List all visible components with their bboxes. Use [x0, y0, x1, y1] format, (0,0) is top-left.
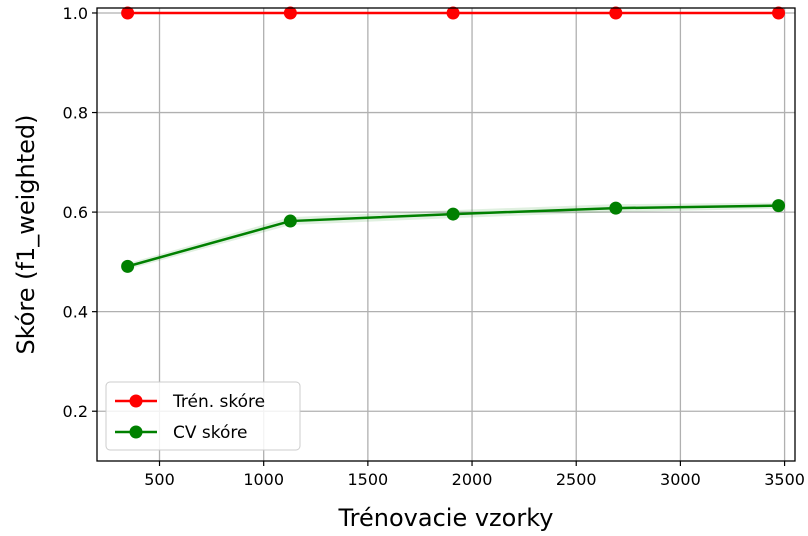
legend-label: Trén. skóre — [172, 392, 265, 412]
x-tick-label: 3500 — [764, 470, 805, 489]
x-tick-label: 1000 — [243, 470, 284, 489]
legend-swatch-marker — [129, 425, 143, 439]
x-tick-label: 2500 — [556, 470, 597, 489]
data-point — [121, 6, 135, 20]
x-tick-label: 500 — [144, 470, 175, 489]
data-point — [283, 214, 297, 228]
y-tick-label: 1.0 — [63, 4, 88, 23]
y-tick-label: 0.8 — [63, 104, 88, 123]
axis-ticks: 500 1000 1500 2000 2500 3000 3500 0.2 0.4 0.6 0.8 1… — [63, 4, 805, 489]
x-axis-title: Trénovacie vzorky — [338, 504, 554, 532]
series — [121, 6, 786, 273]
data-point — [609, 201, 623, 215]
data-point — [446, 207, 460, 221]
data-point — [772, 199, 786, 213]
data-point — [283, 6, 297, 20]
plot-frame — [96, 7, 796, 462]
data-point — [609, 6, 623, 20]
legend-swatch-marker — [129, 394, 143, 408]
data-point — [121, 259, 135, 273]
y-axis-title: Skóre (f1_weighted) — [12, 114, 40, 354]
data-point — [446, 6, 460, 20]
x-tick-label: 2000 — [452, 470, 493, 489]
legend-label: CV skóre — [173, 423, 247, 443]
y-tick-label: 0.4 — [63, 303, 88, 322]
x-tick-label: 1500 — [348, 470, 389, 489]
legend: Trén. skóre CV skóre — [105, 381, 301, 451]
data-point — [772, 6, 786, 20]
y-tick-label: 0.6 — [63, 203, 88, 222]
x-tick-label: 3000 — [660, 470, 701, 489]
y-tick-label: 0.2 — [63, 402, 88, 421]
